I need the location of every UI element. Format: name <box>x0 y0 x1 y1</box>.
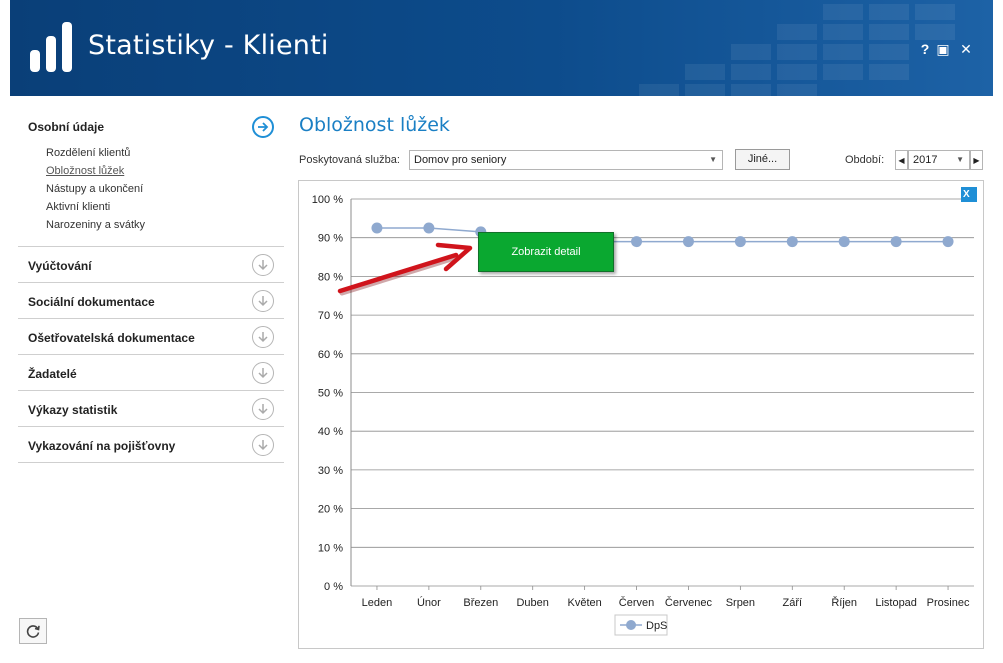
section-vykazy-statistik[interactable]: Výkazy statistik <box>18 391 284 427</box>
help-button[interactable]: ? <box>920 41 930 57</box>
section-title: Vykazování na pojišťovny <box>28 439 176 453</box>
y-tick-label: 10 % <box>318 542 343 554</box>
y-tick-label: 90 % <box>318 233 343 245</box>
arrow-down-circle-icon[interactable] <box>252 434 274 456</box>
app-header: Statistiky - Klienti ? ▣ ✕ <box>10 0 993 96</box>
series-line <box>376 227 949 243</box>
data-point <box>423 222 435 234</box>
service-select[interactable]: Domov pro seniory ▼ <box>409 150 723 170</box>
y-tick-label: 80 % <box>318 271 343 283</box>
occupancy-chart: 0 % 10 % 20 % 30 % 40 % 50 % 60 % 70 % 80 % 90 % 1… <box>312 194 974 636</box>
x-tick-label: Červen <box>619 596 654 609</box>
legend-marker <box>626 620 636 630</box>
period-prev-button[interactable]: ◀ <box>895 150 908 170</box>
x-tick-label: Srpen <box>726 597 755 609</box>
x-tick-label: Březen <box>463 597 498 609</box>
section-socialni-dokumentace[interactable]: Sociální dokumentace <box>18 283 284 319</box>
y-tick-label: 30 % <box>318 465 343 477</box>
x-tick-label: Prosinec <box>927 597 970 609</box>
page-title: Obložnost lůžek <box>299 114 450 136</box>
section-title: Vyúčtování <box>28 259 92 273</box>
close-button[interactable]: ✕ <box>960 40 972 57</box>
x-tick-label: Únor <box>417 596 441 609</box>
sidebar-item-oblozenost-luzek[interactable]: Obložnost lůžek <box>46 165 125 177</box>
chart-container: 0 % 10 % 20 % 30 % 40 % 50 % 60 % 70 % 80 % 90 % 1… <box>298 180 984 649</box>
chevron-down-icon: ▼ <box>709 155 717 164</box>
y-tick-label: 0 % <box>324 581 343 593</box>
sidebar-item-rozdeleni-klientu[interactable]: Rozdělení klientů <box>46 147 131 159</box>
sidebar: Osobní údaje Rozdělení klientů Obložnost… <box>18 106 284 463</box>
annotation-arrow <box>337 242 473 296</box>
section-title: Žadatelé <box>28 367 77 381</box>
period-next-button[interactable]: ▶ <box>970 150 983 170</box>
app-title: Statistiky - Klienti <box>88 30 329 61</box>
data-point <box>942 236 954 248</box>
arrow-down-circle-icon[interactable] <box>252 398 274 420</box>
x-tick-label: Říjen <box>831 596 857 609</box>
period-select[interactable]: 2017 ▼ <box>908 150 970 170</box>
section-title: Ošetřovatelská dokumentace <box>28 331 195 345</box>
section-title: Výkazy statistik <box>28 403 118 417</box>
data-point <box>734 236 746 248</box>
excel-export-icon[interactable]: X <box>961 187 977 202</box>
maximize-button[interactable]: ▣ <box>936 40 950 57</box>
section-zadatele[interactable]: Žadatelé <box>18 355 284 391</box>
section-vyuctovani[interactable]: Vyúčtování <box>18 247 284 283</box>
sidebar-item-narozeniny-a-svatky[interactable]: Narozeniny a svátky <box>46 219 146 231</box>
show-detail-button[interactable]: Zobrazit detail <box>478 232 614 272</box>
data-point <box>371 222 383 234</box>
header-pattern <box>639 4 955 96</box>
data-point <box>890 236 902 248</box>
y-tick-label: 40 % <box>318 426 343 438</box>
data-point <box>682 236 694 248</box>
other-button[interactable]: Jiné... <box>735 149 790 170</box>
arrow-down-circle-icon[interactable] <box>252 362 274 384</box>
section-title: Sociální dokumentace <box>28 295 155 309</box>
statistics-logo-icon <box>30 22 72 72</box>
y-tick-label: 100 % <box>312 194 343 206</box>
service-label: Poskytovaná služba: <box>299 154 400 166</box>
period-select-value: 2017 <box>913 154 938 166</box>
section-title[interactable]: Osobní údaje <box>28 120 105 134</box>
x-tick-label: Září <box>783 597 803 609</box>
y-tick-label: 20 % <box>318 504 343 516</box>
section-osobni-udaje: Osobní údaje Rozdělení klientů Obložnost… <box>18 106 284 247</box>
x-tick-label: Duben <box>516 597 548 609</box>
x-tick-label: Listopad <box>875 597 917 609</box>
y-tick-label: 60 % <box>318 349 343 361</box>
data-point <box>786 236 798 248</box>
arrow-down-circle-icon[interactable] <box>252 326 274 348</box>
y-tick-label: 70 % <box>318 310 343 322</box>
chevron-down-icon: ▼ <box>956 155 964 164</box>
section-vykazovani-na-pojistovny[interactable]: Vykazování na pojišťovny <box>18 427 284 463</box>
x-tick-label: Květen <box>568 597 602 609</box>
arrow-down-circle-icon[interactable] <box>252 290 274 312</box>
period-label: Období: <box>845 154 885 166</box>
data-point <box>838 236 850 248</box>
sub-list: Rozdělení klientů Obložnost lůžek Nástup… <box>18 144 284 234</box>
sidebar-item-aktivni-klienti[interactable]: Aktivní klienti <box>46 201 111 213</box>
sidebar-item-nastupy-a-ukonceni[interactable]: Nástupy a ukončení <box>46 183 144 195</box>
refresh-icon <box>26 625 40 638</box>
section-osetrovatelska-dokumentace[interactable]: Ošetřovatelská dokumentace <box>18 319 284 355</box>
y-tick-label: 50 % <box>318 388 343 400</box>
x-tick-label: Leden <box>362 597 393 609</box>
legend-label: DpS <box>646 620 667 632</box>
arrow-right-circle-icon[interactable] <box>252 116 274 138</box>
service-select-value: Domov pro seniory <box>414 154 507 166</box>
arrow-down-circle-icon[interactable] <box>252 254 274 276</box>
x-tick-label: Červenec <box>665 596 713 609</box>
data-point <box>631 236 643 248</box>
refresh-button[interactable] <box>19 618 47 644</box>
